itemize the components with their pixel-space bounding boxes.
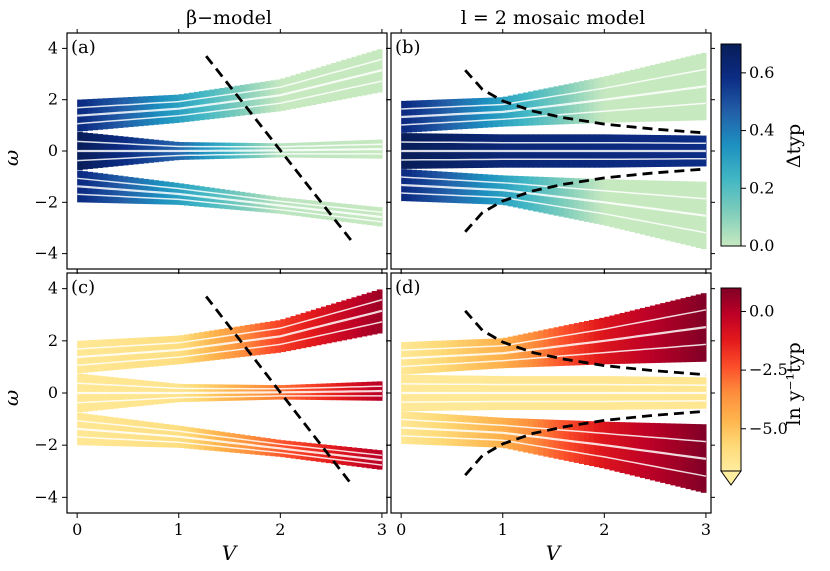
x-tick-label: 1 — [174, 520, 184, 539]
panel-label: (d) — [395, 277, 421, 298]
panel-a: −4 −2 0 2 4 (a) — [34, 29, 391, 274]
colorbar-tick-label: 0.4 — [749, 121, 774, 140]
band-gap — [401, 326, 707, 360]
band-central — [401, 374, 707, 412]
x-tick-label: 0 — [396, 520, 406, 539]
x-tick-label: 3 — [701, 520, 711, 539]
band-gap — [77, 382, 382, 390]
band-gap — [401, 192, 707, 234]
y-tick-label: 0 — [48, 141, 58, 160]
band-lower-main — [77, 412, 383, 470]
panel-label: (a) — [71, 37, 96, 58]
panel-b: (b) — [386, 29, 715, 274]
y-axis-label-top: ω — [0, 150, 23, 166]
band-central — [77, 132, 383, 170]
band-gap — [401, 400, 706, 403]
colorbar-gradient — [720, 43, 742, 247]
y-tick-label: 4 — [48, 279, 58, 298]
band-gap — [401, 426, 707, 460]
colorbar-lny-label: ln y⁻¹typ — [783, 342, 805, 425]
band-upper-main — [77, 289, 383, 374]
x-tick-label: 1 — [498, 520, 508, 539]
band-gap — [77, 321, 383, 367]
column-title-beta: β−model — [186, 7, 272, 29]
band-gap — [77, 80, 383, 125]
y-tick-label: 2 — [48, 331, 58, 350]
band-upper-main — [77, 49, 383, 132]
x-tick-label: 3 — [377, 520, 387, 539]
colorbar-tick-label: 0.6 — [749, 63, 774, 82]
band-gap — [401, 434, 707, 477]
colorbar-delta: 0.0 0.2 0.4 0.6 — [720, 43, 774, 255]
band-lower-main — [401, 411, 707, 493]
band-gap — [77, 298, 383, 350]
colorbar-tick-label: 0.0 — [749, 301, 774, 320]
band-gap — [77, 58, 383, 109]
colorbar-tick-label: 0.0 — [749, 236, 774, 255]
x-tick-label: 0 — [72, 520, 82, 539]
band-central — [77, 373, 383, 413]
colorbar-lny: 0.0 −2.5 −5.0 — [720, 287, 788, 486]
band-gap — [401, 383, 706, 386]
band-gap — [77, 309, 383, 359]
x-tick-label: 2 — [275, 520, 285, 539]
band-central — [401, 133, 707, 169]
dashed-line — [205, 295, 353, 486]
band-gap — [77, 427, 383, 462]
colorbar-gradient — [720, 287, 742, 472]
y-tick-label: −2 — [34, 435, 58, 454]
band-gap — [401, 85, 707, 119]
y-tick-label: 2 — [48, 90, 58, 109]
band-lower-main — [77, 170, 383, 227]
band-gap — [77, 419, 382, 457]
band-gap — [77, 177, 382, 213]
dashed-curve — [464, 409, 707, 477]
band-gap — [77, 395, 382, 404]
panel-d: 0 1 2 3 (d) — [386, 269, 715, 539]
band-upper-main — [401, 293, 707, 375]
x-axis-label-left: V — [222, 541, 239, 565]
panel-label: (c) — [71, 277, 95, 298]
dashed-line — [205, 55, 353, 242]
band-gap — [77, 140, 382, 148]
band-gap — [77, 185, 383, 219]
band-gap — [77, 153, 382, 162]
x-axis-label-right: V — [546, 541, 563, 565]
y-axis-label-bottom: ω — [0, 390, 23, 406]
dashed-curve — [464, 69, 707, 135]
panel-label: (b) — [395, 37, 421, 58]
colorbar-delta-label: Δtyp — [783, 124, 805, 168]
dashed-curve — [464, 309, 707, 377]
colorbar-tick-label: −5.0 — [749, 419, 788, 438]
column-title-mosaic: l = 2 mosaic model — [461, 7, 645, 29]
band-gap — [77, 148, 382, 153]
band-gap — [401, 157, 706, 161]
colorbar-extend-triangle — [720, 470, 742, 486]
band-gap — [77, 389, 382, 395]
x-tick-label: 2 — [599, 520, 609, 539]
band-gap — [401, 183, 707, 217]
y-tick-label: −4 — [34, 244, 58, 263]
band-gap — [77, 193, 382, 223]
y-tick-label: 4 — [48, 38, 58, 57]
band-upper-main — [401, 52, 707, 133]
band-gap — [401, 141, 706, 145]
band-gap — [401, 68, 707, 110]
band-gap — [77, 436, 382, 466]
band-gap — [401, 309, 707, 352]
band-gap — [77, 69, 383, 117]
colorbar-tick-label: 0.2 — [749, 178, 774, 197]
colorbar-tick-label: −2.5 — [749, 360, 788, 379]
panel-c: 0 1 2 3 −4 −2 0 2 4 (c) — [34, 269, 391, 539]
dashed-curve — [464, 167, 707, 233]
y-tick-label: 0 — [48, 383, 58, 402]
y-tick-label: −2 — [34, 192, 58, 211]
y-tick-label: −4 — [34, 487, 58, 506]
band-lower-main — [401, 169, 707, 250]
